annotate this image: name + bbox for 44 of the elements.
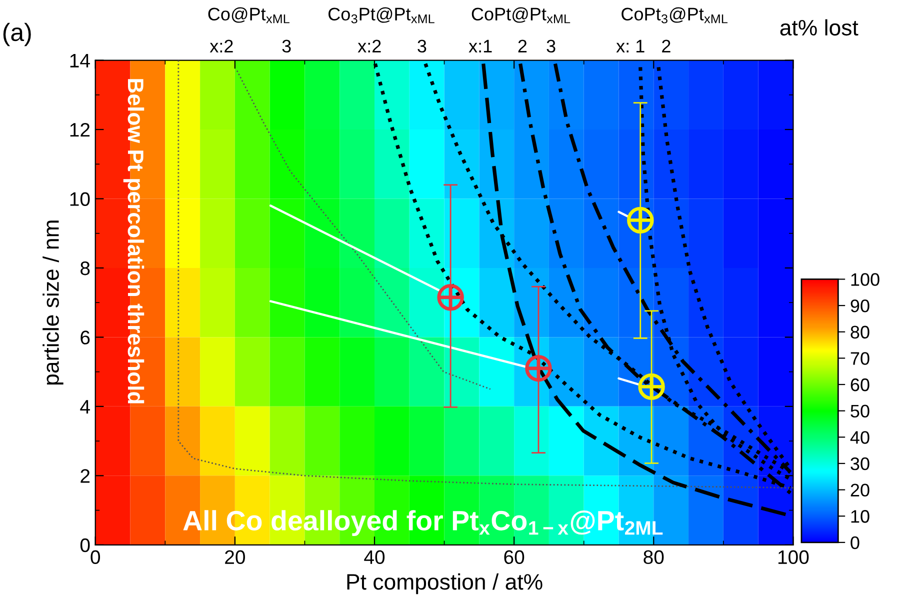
color-bar-label: 100 bbox=[851, 273, 880, 286]
x-tick-label: 60 bbox=[504, 550, 524, 564]
color-bar-label: 10 bbox=[851, 510, 870, 523]
y-axis-title: particle size / nm bbox=[42, 220, 64, 384]
color-bar-label: 40 bbox=[850, 431, 870, 444]
text: x: 1 bbox=[616, 40, 644, 52]
color-bar-title: at% lost bbox=[780, 19, 858, 36]
color-bar-label: 80 bbox=[850, 326, 870, 339]
y-tick-label: 8 bbox=[80, 261, 90, 276]
x-tick-label: 80 bbox=[644, 550, 664, 564]
text: x:1 bbox=[468, 40, 492, 52]
color-bar-label: 50 bbox=[850, 404, 870, 418]
text: Co@Pt$_{xML}$ bbox=[208, 7, 290, 24]
color-bar-label: 0 bbox=[850, 536, 860, 550]
annotation: All Co dealloyed for Pt$_{x}$Co$_{1−x}$@Pt$_{2ML}$ bbox=[183, 510, 663, 536]
text: x:2 bbox=[358, 40, 381, 52]
x-tick-label: 100 bbox=[778, 550, 809, 564]
text: 2 bbox=[518, 40, 527, 52]
text: CoPt@Pt$_{xML}$ bbox=[472, 7, 570, 24]
text: 3 bbox=[418, 40, 426, 53]
color-bar-label: 70 bbox=[850, 352, 870, 365]
x-tick-label: 40 bbox=[364, 550, 385, 564]
x-axis-title: Pt compostion / at% bbox=[347, 573, 542, 594]
text: Co$_{3}$Pt@Pt$_{xML}$ bbox=[328, 7, 434, 24]
y-tick-label: 6 bbox=[80, 330, 90, 344]
y-tick-label: 10 bbox=[70, 192, 90, 206]
y-tick-label: 12 bbox=[70, 122, 90, 137]
text: CoPt$_{3}$@Pt$_{xML}$ bbox=[622, 7, 728, 24]
color-bar-label: 90 bbox=[850, 299, 870, 312]
y-tick-label: 0 bbox=[80, 538, 90, 552]
color-bar-label: 30 bbox=[850, 457, 870, 470]
x-tick-label: 20 bbox=[225, 550, 245, 564]
annotation: Below Pt percolation threshold bbox=[123, 79, 144, 404]
text: x:2 bbox=[210, 40, 233, 52]
color-bar-label: 20 bbox=[850, 484, 870, 497]
text: (a) bbox=[3, 22, 31, 46]
text: 3 bbox=[546, 40, 556, 53]
text: 3 bbox=[282, 40, 291, 53]
y-tick-label: 4 bbox=[80, 400, 90, 414]
x-tick-label: 0 bbox=[90, 550, 100, 564]
color-bar-label: 60 bbox=[850, 378, 870, 392]
y-tick-label: 14 bbox=[70, 54, 90, 68]
text: 2 bbox=[662, 40, 670, 52]
y-tick-label: 2 bbox=[80, 469, 90, 483]
